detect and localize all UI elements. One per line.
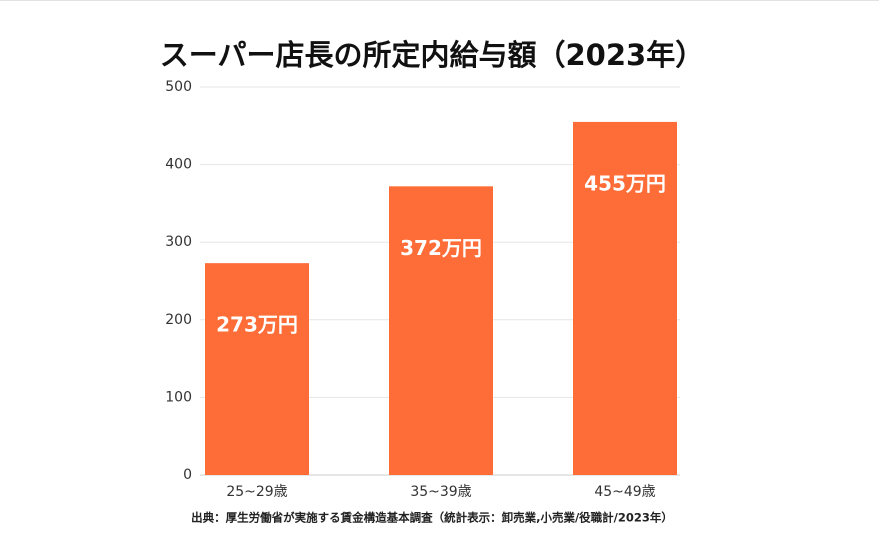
chart-title: スーパー店長の所定内給与額（2023年）: [160, 38, 704, 72]
y-tick-label: 200: [165, 312, 192, 328]
value-label: 372万円: [400, 236, 482, 260]
bar: [389, 186, 493, 475]
y-tick-label: 300: [165, 234, 192, 250]
value-label: 455万円: [584, 171, 666, 195]
y-tick-label: 500: [165, 79, 192, 95]
x-tick-label: 35~39歳: [410, 484, 471, 500]
value-label: 273万円: [216, 313, 298, 337]
bar: [573, 121, 677, 476]
y-tick-label: 0: [183, 467, 192, 483]
x-tick-label: 25~29歳: [226, 484, 287, 500]
x-tick-label: 45~49歳: [594, 484, 655, 500]
bar: [205, 263, 309, 475]
source-note: 出典：厚生労働省が実施する賃金構造基本調査（統計表示：卸売業,小売業/役職計/2…: [191, 511, 673, 525]
y-tick-label: 100: [165, 389, 192, 405]
y-tick-label: 400: [165, 157, 192, 173]
